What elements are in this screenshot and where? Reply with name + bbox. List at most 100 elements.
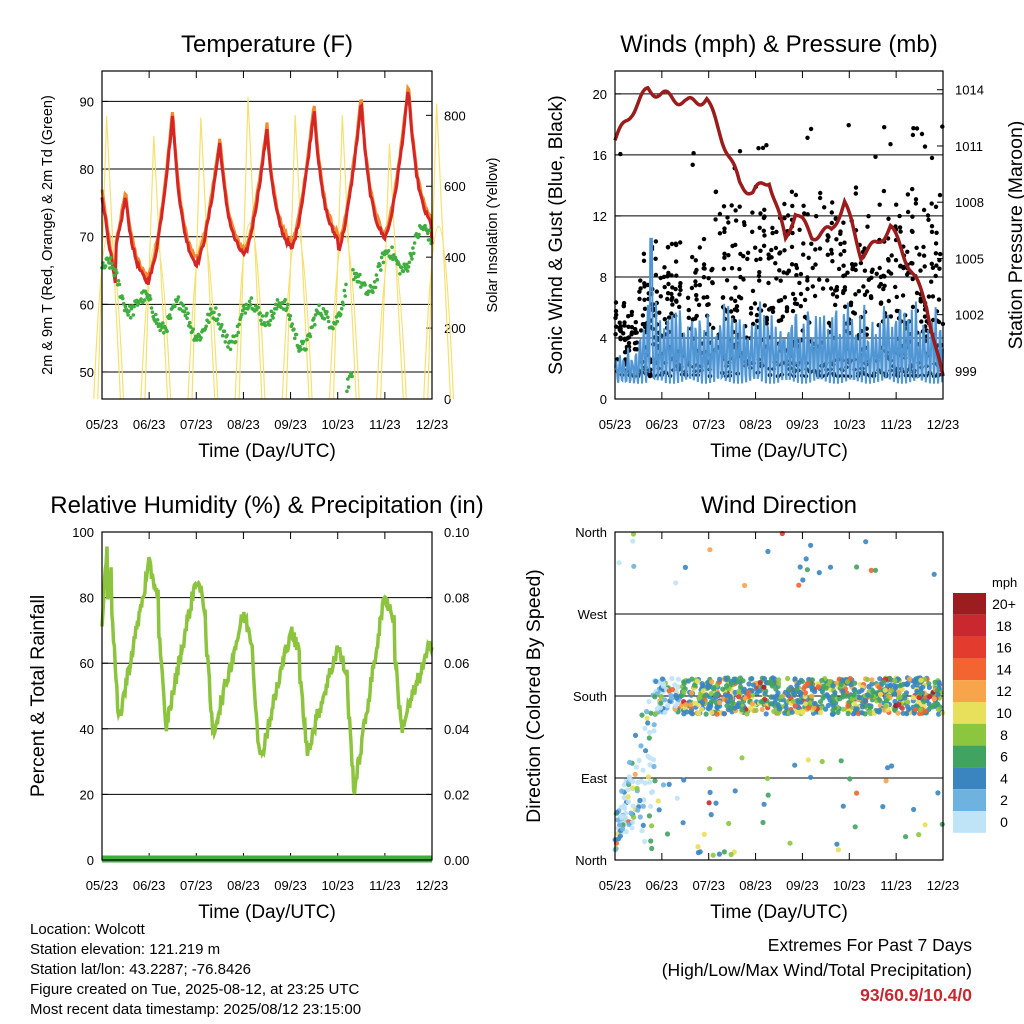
y-tick-label: West xyxy=(578,607,608,622)
dewpoint-point xyxy=(392,253,396,257)
y2-tick-label: 0.06 xyxy=(444,656,469,671)
panel-wind_direction: Wind Direction Time (Day/UTC) 05/23 06/23 07… xyxy=(523,492,1017,923)
dewpoint-point xyxy=(409,253,414,258)
x-tick-label: 08/23 xyxy=(227,417,260,432)
dewpoint-point xyxy=(155,318,160,322)
direction-point xyxy=(868,567,874,574)
dewpoint-point xyxy=(425,231,430,235)
direction-point xyxy=(935,691,941,697)
direction-point xyxy=(749,676,755,682)
legend-swatch xyxy=(953,745,986,768)
x-tick-label: 11/23 xyxy=(880,878,912,893)
gust-point xyxy=(748,311,754,316)
gust-point xyxy=(881,286,886,292)
gust-point xyxy=(670,302,675,307)
direction-point xyxy=(712,692,718,698)
direction-point xyxy=(827,564,834,570)
chart-title: Relative Humidity (%) & Precipitation (i… xyxy=(50,492,483,519)
dewpoint-point xyxy=(347,374,352,379)
gust-point xyxy=(750,321,756,327)
speed-legend: mph 20+ 18 16 14 12 10 8 6 4 2 0 xyxy=(953,575,1017,833)
direction-point xyxy=(881,679,887,686)
direction-point xyxy=(796,680,802,686)
direction-point xyxy=(725,699,732,705)
gust-point xyxy=(914,245,919,250)
gust-point xyxy=(725,215,730,220)
dewpoint-point xyxy=(378,263,382,268)
gust-point xyxy=(886,298,891,304)
y-tick-label: 12 xyxy=(593,209,607,224)
direction-point xyxy=(695,850,702,856)
gust-point xyxy=(729,203,734,208)
dewpoint-point xyxy=(223,340,228,344)
gust-point xyxy=(797,227,802,232)
direction-point xyxy=(651,763,657,770)
gust-point xyxy=(694,297,699,302)
gust-point xyxy=(732,318,738,324)
direction-point xyxy=(736,694,742,700)
dewpoint-point xyxy=(109,261,114,266)
gust-point xyxy=(741,220,747,225)
direction-point xyxy=(696,710,702,716)
gust-point xyxy=(633,320,638,325)
gust-point xyxy=(830,200,835,205)
gust-point xyxy=(764,317,770,323)
direction-point xyxy=(806,705,812,711)
direction-point xyxy=(642,838,648,845)
dewpoint-point xyxy=(346,377,350,381)
direction-point xyxy=(627,759,633,766)
direction-point xyxy=(709,709,715,716)
dewpoint-point xyxy=(290,322,295,326)
direction-point xyxy=(636,757,642,764)
dewpoint-point xyxy=(341,303,346,307)
direction-point xyxy=(637,814,643,820)
direction-point xyxy=(647,729,653,736)
dewpoint-point xyxy=(204,324,208,329)
direction-point xyxy=(771,676,778,682)
gust-point xyxy=(665,244,671,250)
direction-point xyxy=(653,678,659,685)
direction-point xyxy=(922,694,929,700)
dewpoint-point xyxy=(346,385,351,389)
dewpoint-point xyxy=(277,301,282,305)
direction-point xyxy=(726,820,732,827)
plot-frame xyxy=(614,70,944,400)
dewpoint-point xyxy=(129,306,134,311)
direction-point xyxy=(864,676,871,683)
gust-point xyxy=(862,292,868,297)
direction-point xyxy=(689,711,696,717)
panel-winds: Winds (mph) & Pressure (mb) Time (Day/UTC… xyxy=(545,31,1024,462)
y2-tick-label: 1011 xyxy=(955,139,983,154)
gust-point xyxy=(789,262,795,267)
dewpoint-point xyxy=(379,255,384,260)
gust-point xyxy=(782,216,787,221)
gust-point xyxy=(757,225,762,230)
direction-point xyxy=(820,683,826,689)
gust-point xyxy=(901,265,906,271)
dewpoint-point xyxy=(240,312,244,317)
gust-point xyxy=(678,287,683,293)
direction-point xyxy=(931,571,937,577)
direction-point xyxy=(798,699,804,705)
direction-point xyxy=(892,698,898,705)
direction-point xyxy=(691,682,698,688)
dewpoint-point xyxy=(191,327,195,332)
dewpoint-point xyxy=(343,294,348,298)
direction-point xyxy=(843,693,850,699)
gust-point xyxy=(762,207,767,212)
gust-point xyxy=(782,201,787,207)
direction-point xyxy=(732,788,738,794)
dewpoint-point xyxy=(407,260,412,265)
dewpoint-point xyxy=(406,265,411,269)
gust-point xyxy=(782,295,788,300)
direction-point xyxy=(620,813,626,820)
gust-point xyxy=(665,274,670,279)
direction-point xyxy=(800,577,806,583)
direction-point xyxy=(706,800,712,806)
direction-point xyxy=(619,826,626,832)
direction-point xyxy=(895,710,901,716)
gust-point xyxy=(640,313,646,318)
dewpoint-point xyxy=(128,304,132,308)
dewpoint-point xyxy=(412,251,416,256)
gust-point xyxy=(641,251,647,256)
